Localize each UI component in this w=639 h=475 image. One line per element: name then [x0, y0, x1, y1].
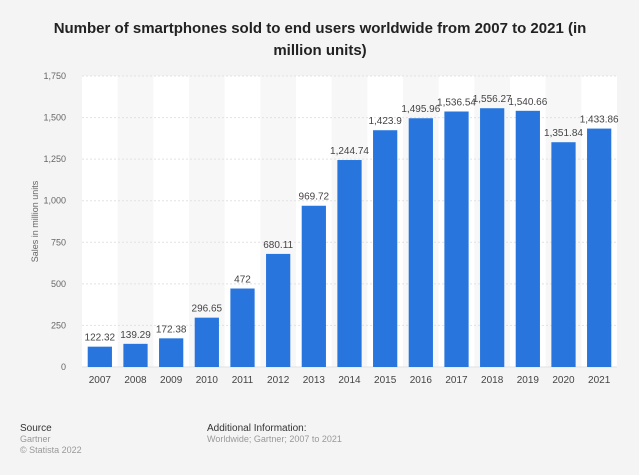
data-label: 1,433.86 [580, 115, 619, 126]
y-axis-label: Sales in million units [30, 180, 40, 262]
copyright-link[interactable]: © Statista 2022 [20, 445, 82, 455]
info-text: Worldwide; Gartner; 2007 to 2021 [207, 434, 342, 444]
data-label: 969.72 [299, 192, 330, 203]
x-tick-label: 2020 [552, 375, 575, 386]
data-label: 1,495.96 [401, 104, 440, 115]
data-label: 680.11 [263, 240, 293, 251]
y-tick-label: 1,500 [43, 113, 66, 123]
x-tick-label: 2013 [303, 375, 326, 386]
data-label: 1,540.66 [508, 97, 547, 108]
data-label: 122.32 [85, 333, 116, 344]
bar [230, 288, 255, 367]
x-tick-label: 2011 [232, 375, 254, 386]
y-tick-label: 750 [51, 237, 66, 247]
x-tick-label: 2019 [517, 375, 540, 386]
bar [587, 128, 612, 367]
info-label: Additional Information: [207, 423, 307, 434]
bar [515, 110, 540, 368]
x-tick-label: 2016 [410, 375, 433, 386]
data-label: 1,556.27 [473, 94, 512, 105]
data-label: 139.29 [120, 330, 151, 341]
bar [551, 142, 576, 367]
chart-title: Number of smartphones sold to end users … [53, 20, 587, 59]
bar [408, 118, 433, 367]
x-tick-label: 2021 [588, 375, 611, 386]
column-band [117, 76, 154, 367]
bar [159, 338, 184, 367]
data-label: 1,351.84 [544, 128, 583, 139]
data-label: 172.38 [156, 324, 187, 335]
x-tick-label: 2009 [160, 375, 183, 386]
bar [87, 346, 112, 367]
y-tick-label: 1,750 [43, 71, 66, 81]
x-tick-label: 2010 [196, 375, 219, 386]
bar [444, 111, 469, 367]
bar [373, 130, 398, 367]
bar [301, 205, 326, 367]
data-label: 472 [234, 275, 251, 286]
x-tick-label: 2018 [481, 375, 504, 386]
x-tick-label: 2015 [374, 375, 397, 386]
bar-chart: 0 250 500 750 1,000 1,250 1,500 1,750 Sales in m… [30, 71, 619, 386]
data-label: 296.65 [192, 304, 223, 315]
bar [266, 253, 291, 367]
y-tick-label: 1,000 [43, 196, 66, 206]
y-tick-label: 0 [61, 362, 66, 372]
x-tick-label: 2014 [338, 375, 361, 386]
bar [194, 317, 219, 367]
bar [337, 160, 362, 367]
x-tick-label: 2017 [445, 375, 468, 386]
y-tick-label: 250 [51, 320, 66, 330]
data-label: 1,536.54 [437, 97, 476, 108]
additional-info-block: Additional Information: Worldwide; Gartn… [207, 423, 342, 445]
data-label: 1,244.74 [330, 146, 369, 157]
data-label: 1,423.9 [368, 116, 402, 127]
bar [480, 108, 505, 367]
x-tick-label: 2008 [124, 375, 147, 386]
source-text: Gartner [20, 434, 51, 444]
x-tick-label: 2007 [89, 375, 112, 386]
source-label: Source [20, 423, 52, 434]
x-tick-label: 2012 [267, 375, 290, 386]
bar [123, 343, 148, 367]
y-tick-label: 500 [51, 279, 66, 289]
y-tick-label: 1,250 [43, 154, 66, 164]
source-block: Source Gartner © Statista 2022 [20, 423, 82, 456]
